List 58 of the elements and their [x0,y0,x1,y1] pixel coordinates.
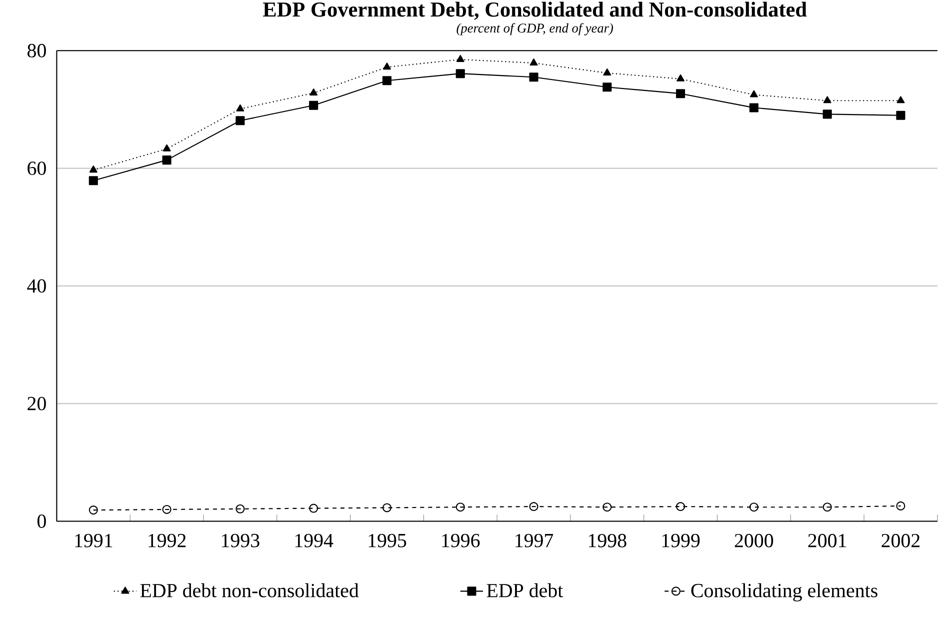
legend-label: EDP debt non-consolidated [140,583,359,598]
point [88,176,98,186]
point [676,88,686,98]
point [530,58,538,66]
y-tick-label: 20 [28,396,46,410]
point [236,116,245,126]
point [822,502,832,512]
legend-label: Consolidating elements [691,583,878,602]
x-tick-label: 1994 [295,534,334,548]
legend-label: EDP debt [486,583,564,598]
x-tick-label: 1999 [662,534,700,548]
y-tick-label: 0 [37,514,46,528]
point [529,72,538,82]
chart-title: EDP Government Debt, Consolidated and Non-consolidated [262,2,807,20]
point [456,54,464,62]
point [236,104,244,112]
point [822,110,832,119]
x-tick-label: 2002 [882,534,920,548]
point [236,504,245,514]
x-tick-label: 1997 [516,534,554,548]
point [382,503,392,512]
point [162,144,171,152]
point [750,90,758,98]
point [676,74,685,82]
x-tick-label: 1995 [368,534,406,548]
point [382,76,392,86]
point [823,96,832,104]
point [896,96,905,104]
x-tick-label: 1993 [222,534,260,548]
point [162,155,172,164]
point [89,165,98,172]
chart-subtitle: (percent of GDP, end of year) [456,23,614,36]
x-tick-label: 1991 [75,534,112,548]
point [310,88,318,96]
point [309,504,318,513]
point [749,103,758,112]
point [456,68,465,78]
x-tick-label: 2000 [734,534,774,548]
y-tick-label: 60 [28,161,46,175]
point [749,502,758,512]
point [896,501,906,510]
point [162,504,172,514]
point [602,502,612,512]
point [456,502,465,512]
y-tick-label: 40 [27,279,46,293]
point [603,68,612,76]
x-tick-label: 1992 [148,534,186,548]
point [676,502,686,511]
x-tick-label: 1998 [588,534,626,548]
point [529,502,538,511]
point [88,505,98,514]
x-tick-label: 2001 [808,534,846,548]
point [382,62,391,70]
y-tick-label: 80 [28,44,46,58]
point [896,110,906,120]
point [309,100,318,110]
x-tick-label: 1996 [442,534,480,548]
point [602,82,612,92]
